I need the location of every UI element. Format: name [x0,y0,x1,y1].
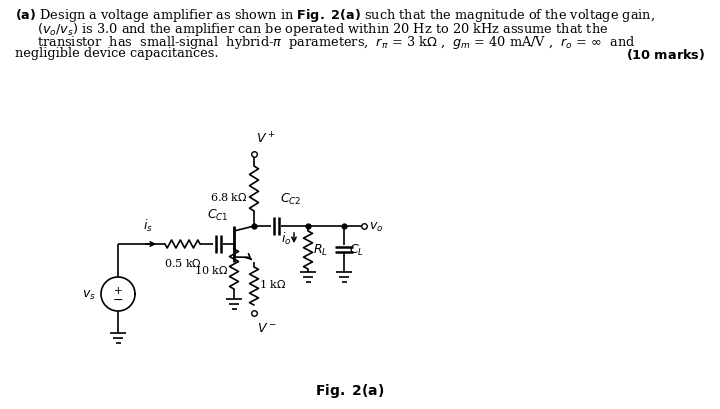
Text: $v_o$: $v_o$ [369,220,383,233]
Text: $i_o$: $i_o$ [281,230,291,247]
Text: $C_L$: $C_L$ [349,242,364,257]
Text: 1 k$\Omega$: 1 k$\Omega$ [259,278,287,290]
Text: 10 k$\Omega$: 10 k$\Omega$ [194,263,228,275]
Text: $V^+$: $V^+$ [256,131,276,147]
Text: $\mathbf{(a)}$ Design a voltage amplifier as shown in $\mathbf{Fig.\ 2(a)}$ such: $\mathbf{(a)}$ Design a voltage amplifie… [15,7,655,24]
Text: $\mathbf{(10\ marks)}$: $\mathbf{(10\ marks)}$ [626,47,705,62]
Text: $C_{C1}$: $C_{C1}$ [207,207,229,222]
Text: $(v_o/v_s)$ is 3.0 and the amplifier can be operated within 20 Hz to 20 kHz assu: $(v_o/v_s)$ is 3.0 and the amplifier can… [37,20,608,37]
Text: 0.5 k$\Omega$: 0.5 k$\Omega$ [163,256,202,268]
Text: $v_s$: $v_s$ [82,288,96,301]
Text: transistor  has  small-signal  hybrid-$\pi$  parameters,  $r_{\pi}$ = 3 k$\Omega: transistor has small-signal hybrid-$\pi$… [37,34,636,51]
Text: 6.8 k$\Omega$: 6.8 k$\Omega$ [210,191,248,202]
Text: $i_s$: $i_s$ [143,217,153,234]
Text: $R_L$: $R_L$ [313,242,328,257]
Text: $\mathbf{Fig.\ 2(a)}$: $\mathbf{Fig.\ 2(a)}$ [315,381,384,399]
Text: −: − [113,293,123,306]
Text: +: + [114,285,122,295]
Text: negligible device capacitances.: negligible device capacitances. [15,47,218,61]
Text: $V^-$: $V^-$ [257,321,276,334]
Text: $C_{C2}$: $C_{C2}$ [280,191,302,207]
